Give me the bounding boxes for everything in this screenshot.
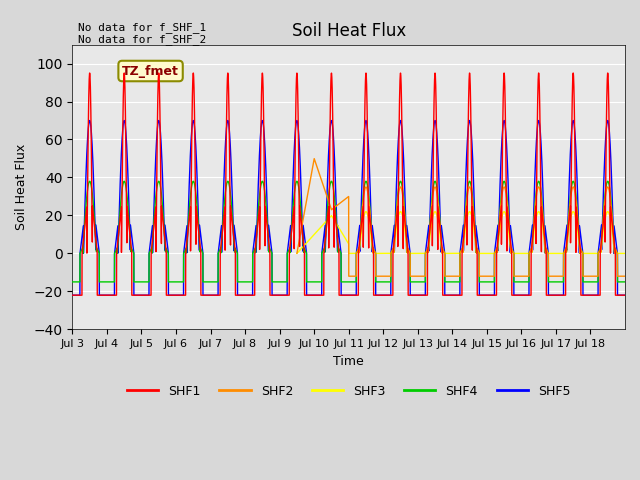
Title: Soil Heat Flux: Soil Heat Flux (292, 22, 406, 40)
Text: No data for f_SHF_1
No data for f_SHF_2: No data for f_SHF_1 No data for f_SHF_2 (78, 22, 206, 45)
Y-axis label: Soil Heat Flux: Soil Heat Flux (15, 144, 28, 230)
Text: TZ_fmet: TZ_fmet (122, 64, 179, 77)
X-axis label: Time: Time (333, 355, 364, 368)
Legend: SHF1, SHF2, SHF3, SHF4, SHF5: SHF1, SHF2, SHF3, SHF4, SHF5 (122, 380, 575, 403)
